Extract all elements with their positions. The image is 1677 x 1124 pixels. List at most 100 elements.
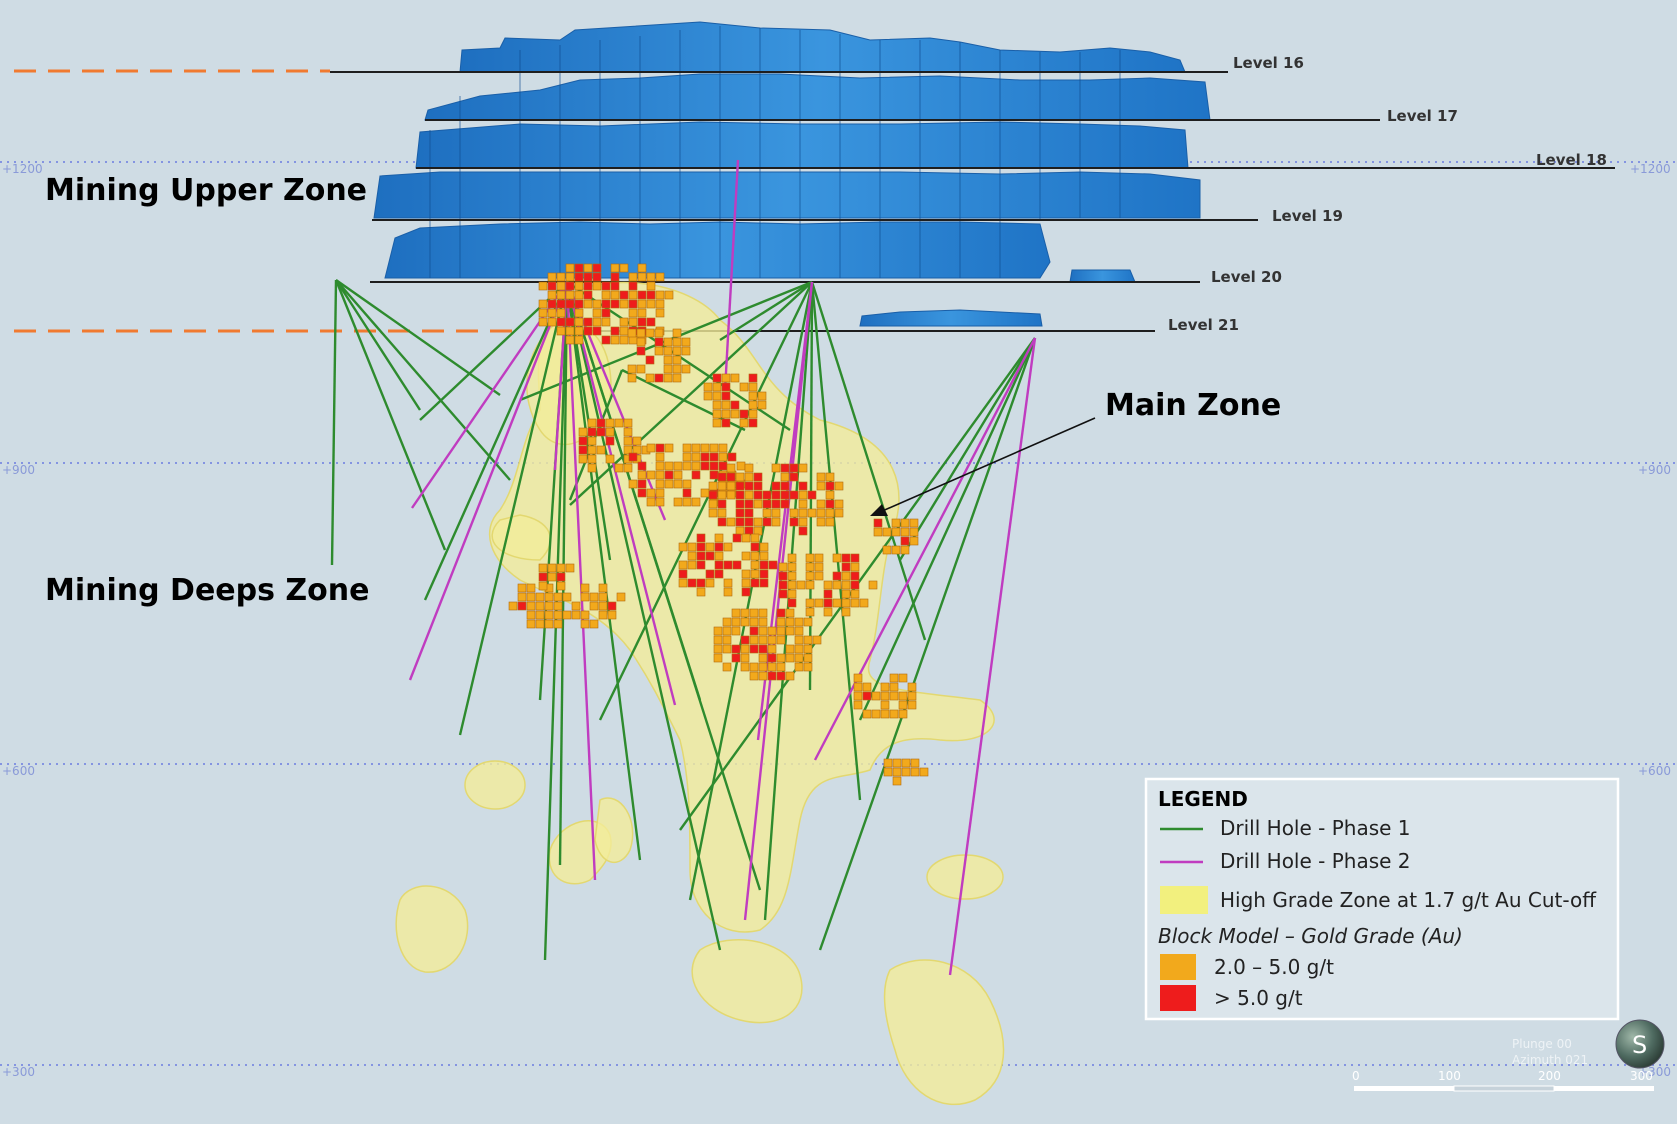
block-cell-grade (681, 337, 691, 347)
block-cell-grade (655, 488, 665, 498)
block-cell-grade (883, 758, 893, 768)
block-cell-grade (628, 479, 638, 489)
block-cell-grade (553, 601, 563, 611)
block-cell-high-grade (574, 263, 584, 273)
block-cell-grade (646, 281, 656, 291)
block-cell-high-grade (636, 346, 646, 356)
block-cell-grade (883, 767, 893, 777)
level-label: Level 18 (1536, 151, 1607, 169)
drill-hole-phase-2 (723, 159, 740, 391)
block-cell-grade (553, 619, 563, 629)
block-cell-grade (740, 608, 750, 618)
block-cell-grade (717, 481, 727, 491)
block-cell-high-grade (691, 470, 701, 480)
block-cell-grade (673, 479, 683, 489)
block-cell-high-grade (610, 281, 620, 291)
block-cell-grade (547, 272, 557, 282)
zone-titles: Mining Upper Zone Mining Deeps Zone Main… (45, 173, 1281, 608)
block-cell-high-grade (717, 499, 727, 509)
block-cell-grade (565, 563, 575, 573)
block-cell-grade (889, 682, 899, 692)
level-label: Level 16 (1233, 54, 1304, 72)
stope-band-17 (424, 73, 1211, 121)
block-cell-grade (787, 553, 797, 563)
block-cell-grade (841, 571, 851, 581)
block-cell-grade (700, 488, 710, 498)
block-cell-high-grade (735, 490, 745, 500)
block-cell-grade (681, 364, 691, 374)
block-cell-grade (664, 290, 674, 300)
drill-hole-phase-1 (598, 281, 814, 721)
block-cell-grade (718, 452, 728, 462)
block-cell-grade (834, 481, 844, 491)
block-cell-grade (637, 299, 647, 309)
block-cell-high-grade (628, 452, 638, 462)
block-cell-high-grade (832, 571, 842, 581)
legend-box (1144, 777, 1620, 1021)
scale-bar: 0 100 200 300 (1352, 1069, 1654, 1092)
drill-hole-phase-1 (334, 279, 447, 551)
legend-grade-low-label: 2.0 – 5.0 g/t (1214, 955, 1334, 979)
block-cell-grade (714, 551, 724, 561)
block-cell-grade (718, 443, 728, 453)
block-cell-grade (508, 601, 518, 611)
drill-hole-phase-1 (810, 281, 927, 641)
block-cell-grade (758, 653, 768, 663)
block-cell-grade (619, 299, 629, 309)
block-cell-grade (574, 290, 584, 300)
drill-hole-phase-1 (565, 281, 642, 861)
block-cell-grade (535, 592, 545, 602)
block-cell-grade (723, 542, 733, 552)
block-cell-high-grade (744, 481, 754, 491)
block-cell-grade (578, 454, 588, 464)
elevation-label-right: +300 (1638, 1065, 1671, 1079)
block-cell-grade (794, 635, 804, 645)
block-cell-high-grade (753, 472, 763, 482)
block-cell-grade (841, 598, 851, 608)
block-cell-grade (789, 508, 799, 518)
block-cell-high-grade (762, 490, 772, 500)
block-cell-grade (714, 533, 724, 543)
block-cell-grade (627, 373, 637, 383)
high-grade-blob (464, 760, 526, 810)
block-cell-grade (712, 409, 722, 419)
block-cell-grade (691, 452, 701, 462)
block-cell-grade (547, 290, 557, 300)
block-cell-grade (730, 409, 740, 419)
block-cell-grade (723, 587, 733, 597)
block-cell-grade (587, 463, 597, 473)
block-cell-high-grade (601, 299, 611, 309)
block-cell-high-grade (748, 418, 758, 428)
block-cell-grade (722, 635, 732, 645)
block-cell-high-grade (798, 481, 808, 491)
scale-bar-label: 100 (1438, 1069, 1461, 1083)
level-label: Level 17 (1387, 107, 1458, 125)
block-cell-high-grade (646, 290, 656, 300)
block-cell-grade (713, 644, 723, 654)
block-cell-grade (646, 272, 656, 282)
block-cell-high-grade (862, 691, 872, 701)
block-cell-grade (655, 497, 665, 507)
legend-block-model-title: Block Model – Gold Grade (Au) (1158, 924, 1463, 948)
block-cell-grade (814, 571, 824, 581)
block-cell-grade (798, 517, 808, 527)
block-cell-grade (741, 569, 751, 579)
drill-hole-phase-2 (813, 337, 1037, 761)
block-cell-grade (841, 580, 851, 590)
block-cell-grade (646, 470, 656, 480)
block-cell-grade (601, 317, 611, 327)
block-cell-grade (891, 518, 901, 528)
block-cell-grade (803, 653, 813, 663)
block-cell-high-grade (732, 560, 742, 570)
block-cell-grade (682, 452, 692, 462)
block-cell-grade (565, 335, 575, 345)
block-cell-grade (538, 581, 548, 591)
block-cell-high-grade (592, 272, 602, 282)
block-cell-high-grade (740, 635, 750, 645)
block-cell-high-grade (750, 578, 760, 588)
block-cell-grade (712, 400, 722, 410)
block-cell-grade (589, 601, 599, 611)
block-cell-grade (645, 328, 655, 338)
block-cell-grade (592, 308, 602, 318)
block-cell-high-grade (721, 418, 731, 428)
